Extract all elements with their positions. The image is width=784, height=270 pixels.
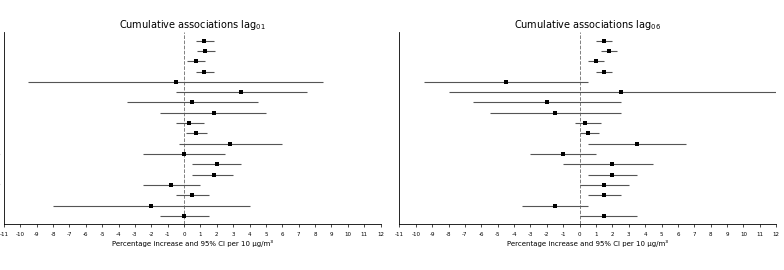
Title: Cumulative associations lag$_{01}$: Cumulative associations lag$_{01}$ [119,18,266,32]
X-axis label: Percentage increase and 95% CI per 10 μg/m³: Percentage increase and 95% CI per 10 μg… [507,239,668,247]
X-axis label: Percentage increase and 95% CI per 10 μg/m³: Percentage increase and 95% CI per 10 μg… [112,239,273,247]
Title: Cumulative associations lag$_{06}$: Cumulative associations lag$_{06}$ [514,18,661,32]
